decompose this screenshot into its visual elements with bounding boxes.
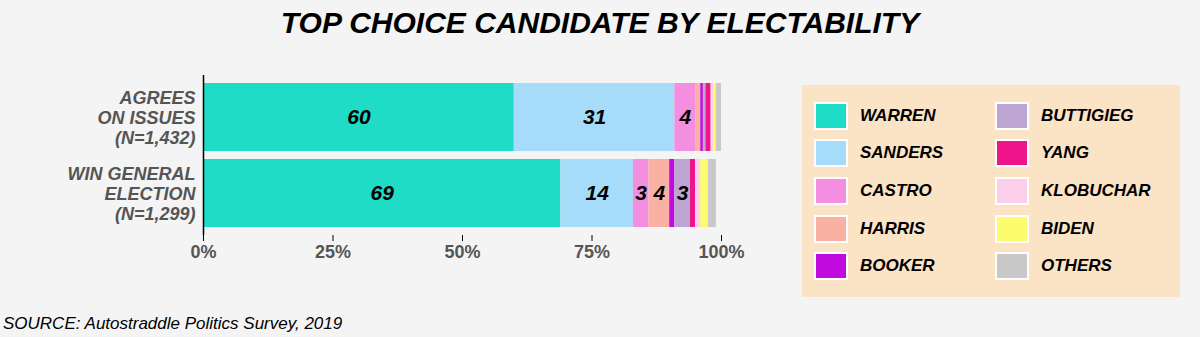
- html-text:KLOBUCHAR: KLOBUCHAR: [1041, 181, 1151, 200]
- svg-text:60: 60: [347, 105, 371, 128]
- html-text:CASTRO: CASTRO: [860, 181, 932, 200]
- svg-text:4: 4: [652, 181, 665, 204]
- svg-text:75%: 75%: [574, 242, 610, 262]
- svg-text:31: 31: [583, 105, 606, 128]
- html-text:OTHERS: OTHERS: [1041, 256, 1112, 276]
- svg-text:25%: 25%: [315, 242, 351, 262]
- svg-text:AGREESON ISSUES(N=1,432): AGREESON ISSUES(N=1,432): [97, 88, 195, 148]
- svg-text:0%: 0%: [190, 242, 216, 262]
- html-text:HARRIS: HARRIS: [860, 218, 926, 238]
- html-text:TOP CHOICE CANDIDATE BY ELECTA: TOP CHOICE CANDIDATE BY ELECTABILITY: [280, 6, 920, 39]
- svg-text:50%: 50%: [444, 242, 480, 262]
- html-text:BOOKER: BOOKER: [860, 256, 935, 276]
- html-text:SOURCE: Autostraddle Politics: SOURCE: Autostraddle Politics Survey, 20…: [3, 314, 343, 333]
- svg-text:3: 3: [677, 181, 689, 204]
- html-text:BUTTIGIEG: BUTTIGIEG: [1041, 105, 1134, 125]
- svg-text:100%: 100%: [698, 242, 744, 262]
- html-text:SANDERS: SANDERS: [860, 143, 944, 163]
- html-text:WARREN: WARREN: [860, 105, 936, 125]
- svg-text:WIN GENERALELECTION(N=1,299): WIN GENERALELECTION(N=1,299): [68, 164, 197, 224]
- svg-text:14: 14: [586, 181, 610, 204]
- svg-text:4: 4: [678, 105, 691, 128]
- html-text:YANG: YANG: [1041, 143, 1089, 163]
- svg-text:69: 69: [371, 181, 395, 204]
- html-text:BIDEN: BIDEN: [1041, 218, 1094, 238]
- svg-text:3: 3: [635, 181, 647, 204]
